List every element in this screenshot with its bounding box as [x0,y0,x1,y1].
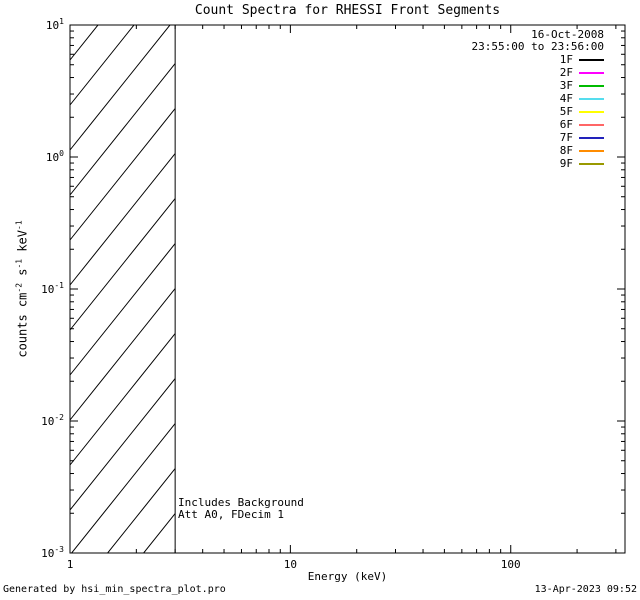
chart-title: Count Spectra for RHESSI Front Segments [194,3,501,18]
hatched-region [70,25,176,553]
legend: 16-Oct-2008 23:55:00 to 23:56:00 1F 2F 3F 4… [472,29,604,170]
legend-time-range: 23:55:00 to 23:56:00 [471,40,604,53]
plot-annotations: Includes Background Att A0, FDecim 1 [178,497,304,520]
legend-entry-9f: 9F [472,157,604,170]
legend-entry-label: 8F [559,144,573,157]
legend-line-swatch [579,149,604,152]
legend-entry-label: 9F [559,157,573,170]
x-tick-label: 100 [501,558,521,571]
legend-line-swatch [579,123,604,126]
y-axis-label-exponent: -1 [14,220,24,230]
legend-entry-1f: 1F [472,53,604,66]
legend-entries: 1F 2F 3F 4F 5F 6F 7F 8F 9F [472,53,604,170]
legend-entry-6f: 6F [472,118,604,131]
y-axis-label-exponent: -2 [14,282,24,293]
x-tick-label: 1 [67,558,74,571]
footer-generator: Generated by hsi_min_spectra_plot.pro [3,584,226,595]
legend-line-swatch [579,71,604,74]
legend-entry-label: 1F [559,53,573,66]
y-tick-label: 10-2 [41,413,64,428]
legend-entry-label: 4F [559,92,573,105]
legend-line-swatch [579,162,604,165]
legend-entry-label: 5F [559,105,573,118]
legend-date: 16-Oct-2008 [531,28,604,41]
annotation-attenuator-state: Att A0, FDecim 1 [178,507,284,521]
legend-line-swatch [579,84,604,87]
y-axis-label: counts cm-2 s-1 keV-1 [14,220,30,358]
y-tick-label: 10-3 [41,545,64,560]
legend-line-swatch [579,136,604,139]
legend-line-swatch [579,97,604,100]
legend-line-swatch [579,110,604,113]
y-tick-label: 101 [46,17,64,32]
legend-line-swatch [579,58,604,61]
legend-entry-3f: 3F [472,79,604,92]
legend-entry-label: 7F [559,131,573,144]
legend-entry-5f: 5F [472,105,604,118]
legend-entry-8f: 8F [472,144,604,157]
legend-entry-2f: 2F [472,66,604,79]
x-axis-label: Energy (keV) [307,570,388,583]
legend-entry-label: 3F [559,79,573,92]
footer-datetime: 13-Apr-2023 09:52 [534,584,637,595]
y-axis-label-exponent: -1 [14,258,24,269]
y-tick-label: 100 [46,149,64,164]
legend-entry-label: 2F [559,66,573,79]
x-tick-label: 10 [284,558,297,571]
annotation-includes-background: Includes Background [178,496,304,509]
legend-entry-4f: 4F [472,92,604,105]
y-tick-label: 10-1 [41,281,64,296]
legend-entry-label: 6F [559,118,573,131]
legend-entry-7f: 7F [472,131,604,144]
